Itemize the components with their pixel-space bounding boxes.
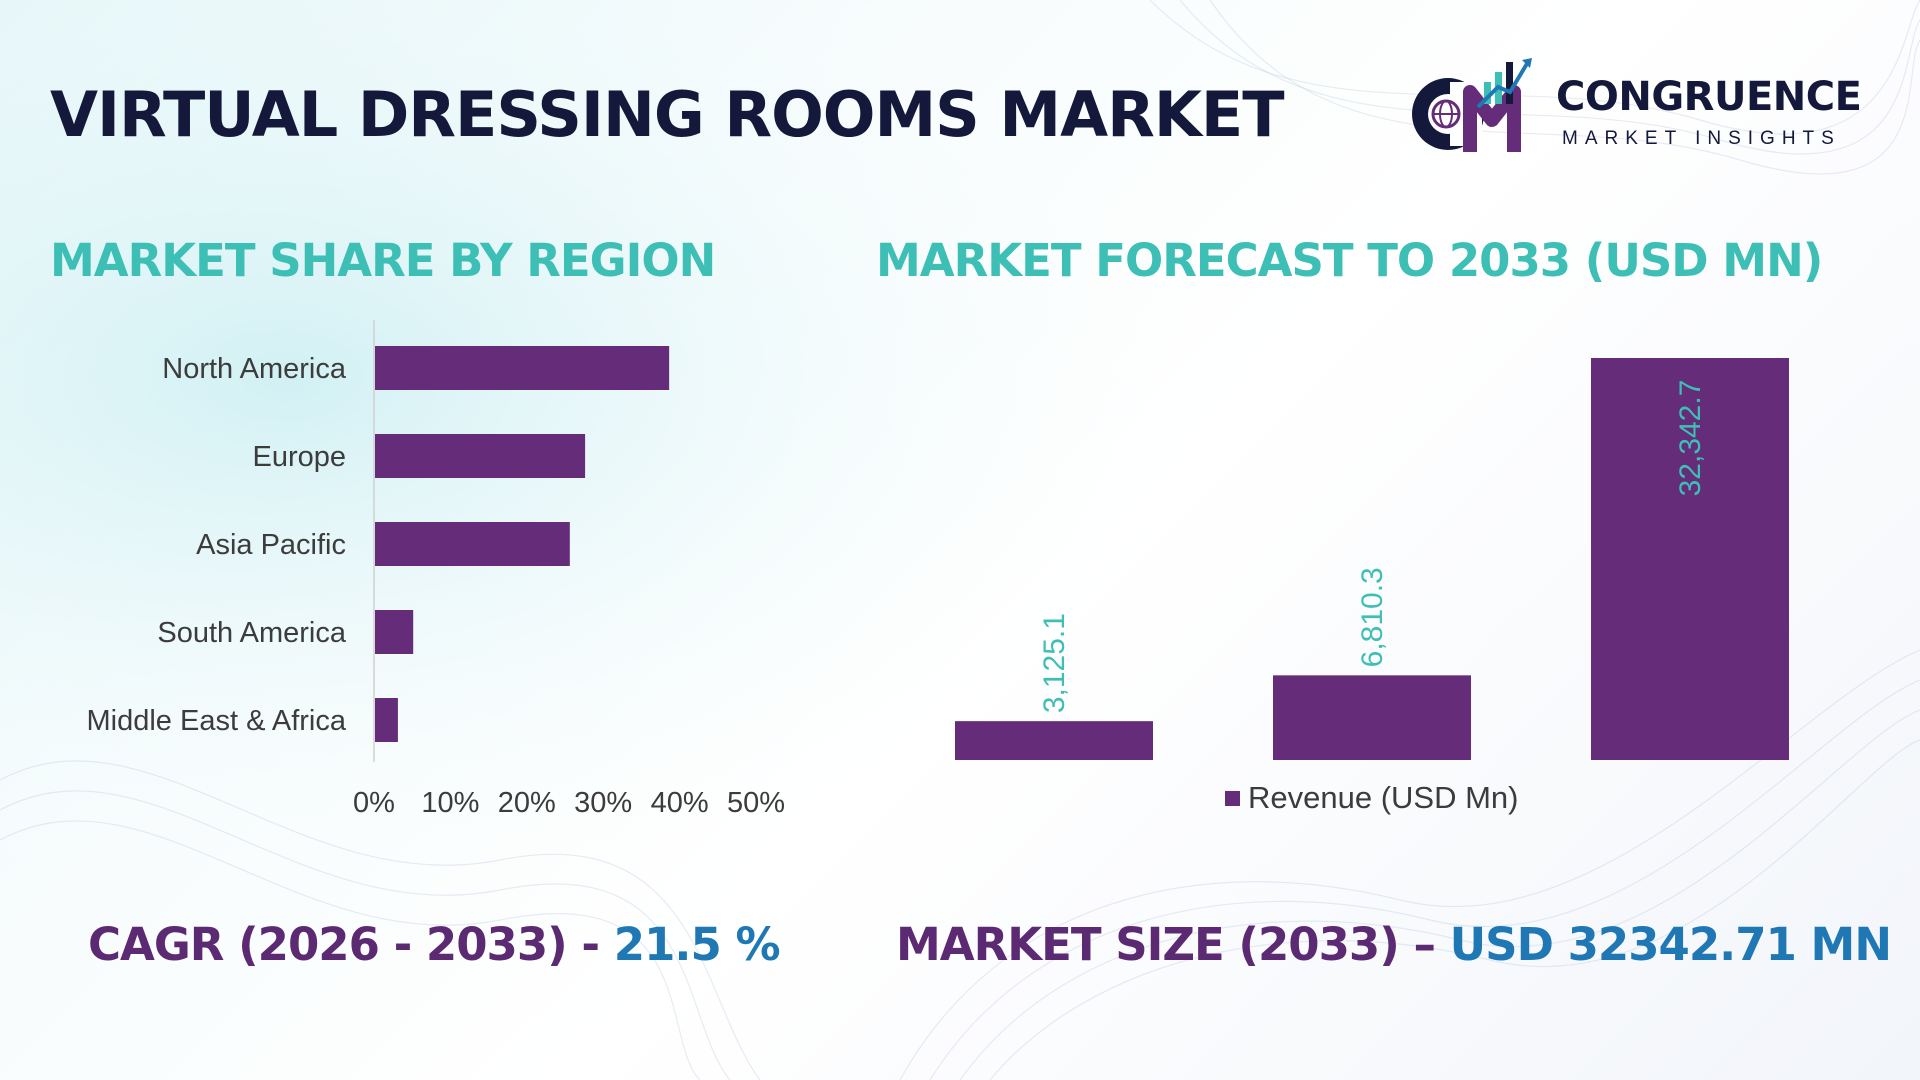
region-bar (375, 522, 570, 566)
logo-tagline: MARKET INSIGHTS (1562, 128, 1841, 149)
cagr-label: CAGR (2026 - 2033) - (88, 918, 600, 971)
forecast-bar (1273, 675, 1471, 760)
x-tick-label: 30% (574, 787, 632, 819)
cagr-value: 21.5 % (613, 918, 781, 971)
logo-mark-icon (1412, 58, 1532, 152)
market-size-value: USD 32342.71 MN (1449, 918, 1892, 971)
region-bar (375, 434, 586, 478)
x-tick-label: 0% (353, 787, 395, 819)
region-bar (375, 610, 414, 654)
x-tick-label: 40% (651, 787, 709, 819)
data-label: 32,342.7 (1674, 380, 1707, 497)
market-size-label: MARKET SIZE (2033) – (896, 918, 1436, 971)
region-share-title: MARKET SHARE BY REGION (50, 234, 716, 287)
category-label: Europe (252, 441, 346, 473)
category-label: North America (162, 353, 347, 385)
category-label: Asia Pacific (196, 529, 346, 561)
x-tick-label: 50% (727, 787, 785, 819)
forecast-chart: 3,125.1 6,810.3 32,342.7 Revenue (USD Mn) (955, 358, 1789, 815)
category-label: Middle East & Africa (87, 705, 347, 737)
company-logo: CONGRUENCE MARKET INSIGHTS (1400, 52, 1870, 162)
region-bar (375, 698, 398, 742)
data-label: 6,810.3 (1356, 567, 1389, 667)
region-bar (375, 346, 670, 390)
category-label: South America (157, 617, 346, 649)
logo-name: CONGRUENCE (1556, 74, 1862, 120)
data-label: 3,125.1 (1038, 613, 1071, 713)
x-tick-label: 20% (498, 787, 556, 819)
legend-swatch (1225, 791, 1240, 806)
legend-label: Revenue (USD Mn) (1248, 780, 1518, 815)
forecast-bar (1591, 358, 1789, 760)
cagr-kpi: CAGR (2026 - 2033) - 21.5 % (88, 918, 781, 971)
market-size-kpi: MARKET SIZE (2033) – USD 32342.71 MN (896, 918, 1892, 971)
forecast-bar (955, 721, 1153, 760)
forecast-title: MARKET FORECAST TO 2033 (USD MN) (876, 234, 1823, 287)
region-share-chart: North America Europe Asia Pacific South Ame… (87, 320, 785, 819)
x-tick-label: 10% (421, 787, 479, 819)
page-title: VIRTUAL DRESSING ROOMS MARKET (50, 78, 1285, 151)
